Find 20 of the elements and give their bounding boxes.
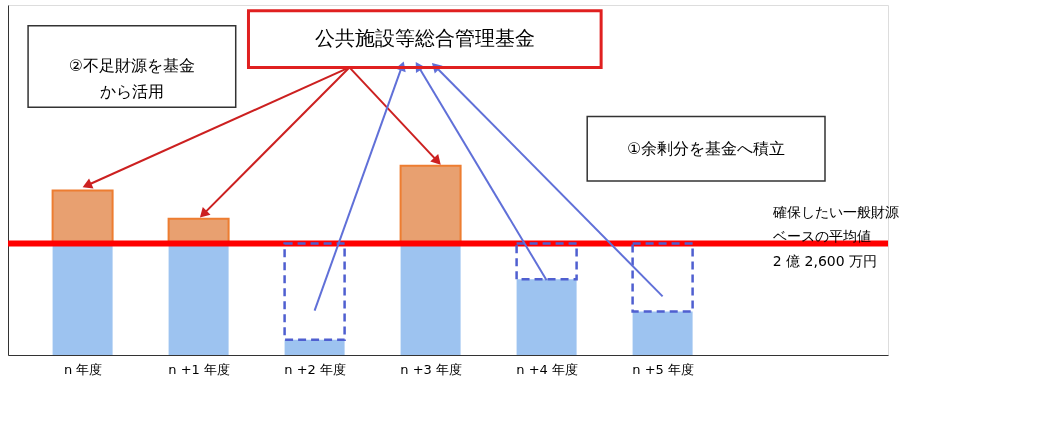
x-tick-label: n +1 年度 xyxy=(168,361,230,377)
text: ②不足財源を基金から活用 xyxy=(68,56,196,102)
x-tick-label: n 年度 xyxy=(63,361,103,377)
bar xyxy=(400,243,461,355)
text: ①余剰分を基金へ積立 xyxy=(626,138,786,158)
chart-title: 公共施設等総合管理基金 xyxy=(314,26,535,51)
x-tick-label: n +3 年度 xyxy=(400,361,462,377)
bar xyxy=(631,242,694,313)
x-tick-label: n +2 年度 xyxy=(284,361,346,377)
x-tick-label: n +5 年度 xyxy=(632,361,694,377)
x-tick-label: n +4 年度 xyxy=(516,361,578,377)
bar xyxy=(52,243,113,355)
ref-line-label: 確保したい一般財源ベースの平均値 xyxy=(771,203,899,244)
bar xyxy=(168,243,229,355)
annotation: 2 億 2,600 万円 xyxy=(772,253,878,270)
bar xyxy=(632,311,693,355)
bar xyxy=(284,339,345,355)
bar xyxy=(515,242,578,281)
bar xyxy=(283,242,346,342)
bar xyxy=(516,279,577,355)
